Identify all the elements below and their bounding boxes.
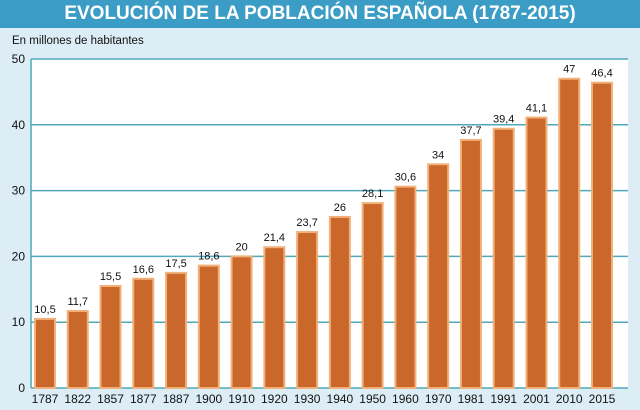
- x-tick-label: 1930: [294, 392, 321, 406]
- x-tick-label: 1787: [32, 392, 59, 406]
- data-label: 20: [235, 241, 247, 253]
- chart-title: EVOLUCIÓN DE LA POBLACIÓN ESPAÑOLA (1787…: [0, 0, 640, 28]
- x-tick-label: 1981: [458, 392, 485, 406]
- bar: [230, 255, 253, 389]
- data-label: 18,6: [198, 251, 219, 263]
- data-label: 34: [432, 149, 444, 161]
- bar: [591, 81, 613, 390]
- bar: [99, 285, 122, 390]
- data-label: 16,6: [133, 264, 154, 276]
- y-tick-label: 50: [12, 52, 26, 66]
- data-label: 30,6: [395, 172, 416, 184]
- bar: [197, 264, 220, 389]
- data-label: 28,1: [362, 188, 383, 200]
- y-tick-label: 10: [12, 315, 26, 329]
- data-label: 26: [334, 202, 346, 214]
- bar: [525, 116, 548, 389]
- bar: [296, 231, 319, 389]
- x-tick-label: 1920: [261, 392, 288, 406]
- data-label: 47: [563, 64, 575, 76]
- bar: [394, 185, 417, 389]
- bar: [66, 310, 89, 390]
- bar: [165, 271, 188, 390]
- y-tick-label: 30: [12, 184, 26, 198]
- x-tick-label: 1887: [163, 392, 190, 406]
- y-tick-label: 40: [12, 118, 26, 132]
- data-label: 11,7: [67, 296, 88, 308]
- bar: [328, 215, 351, 389]
- bar: [361, 202, 384, 389]
- bar: [558, 77, 581, 390]
- x-tick-label: 1970: [425, 392, 452, 406]
- data-label: 21,4: [264, 232, 285, 244]
- x-tick-label: 1950: [359, 392, 386, 406]
- y-axis-label: En millones de habitantes: [12, 35, 144, 47]
- data-label: 17,5: [165, 258, 186, 270]
- x-tick-label: 1900: [195, 392, 222, 406]
- bar: [492, 127, 515, 390]
- bar: [427, 163, 450, 389]
- data-label: 41,1: [526, 103, 547, 115]
- x-tick-label: 1822: [64, 392, 91, 406]
- x-tick-label: 1960: [392, 392, 419, 406]
- data-label: 23,7: [296, 217, 317, 229]
- x-tick-label: 2015: [589, 392, 616, 406]
- data-label: 10,5: [34, 304, 55, 316]
- x-tick-label: 2010: [556, 392, 583, 406]
- y-tick-label: 20: [12, 249, 26, 263]
- data-label: 39,4: [493, 114, 514, 126]
- data-label: 37,7: [460, 125, 481, 137]
- bar: [263, 246, 286, 389]
- y-tick-label: 0: [18, 381, 25, 395]
- x-tick-label: 1991: [490, 392, 517, 406]
- x-tick-label: 1857: [97, 392, 124, 406]
- data-label: 15,5: [100, 271, 121, 283]
- bar: [132, 277, 155, 389]
- data-label: 46,4: [591, 68, 612, 80]
- bar: [34, 317, 56, 389]
- x-tick-label: 1877: [130, 392, 157, 406]
- bar: [459, 138, 482, 389]
- x-tick-label: 1910: [228, 392, 255, 406]
- x-tick-label: 2001: [523, 392, 550, 406]
- x-tick-label: 1940: [327, 392, 354, 406]
